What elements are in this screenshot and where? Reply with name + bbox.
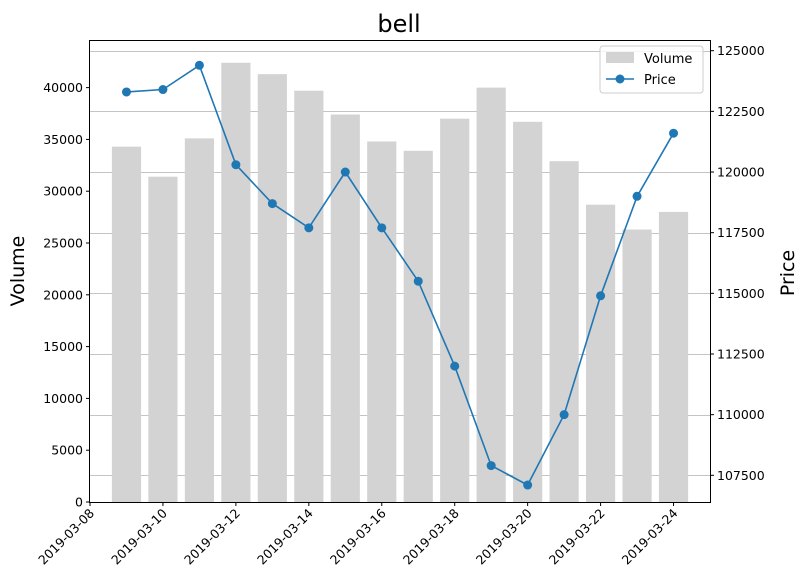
y2-tick-label: 122500: [717, 104, 765, 119]
price-marker: [377, 223, 387, 233]
volume-bar: [403, 150, 433, 503]
price-marker: [194, 60, 204, 70]
price-marker: [267, 199, 277, 209]
price-marker: [596, 291, 606, 301]
price-marker: [486, 461, 496, 471]
price-marker: [413, 276, 423, 286]
volume-bar: [111, 146, 142, 502]
y-tick-label: 0: [75, 495, 83, 510]
price-marker: [669, 128, 679, 138]
y-tick-label: 40000: [43, 80, 83, 95]
chart-title: bell: [377, 10, 420, 38]
plot-frame: [89, 40, 711, 503]
volume-bar: [440, 118, 470, 503]
y-tick-label: 10000: [43, 391, 83, 406]
volume-bar: [221, 62, 251, 502]
y-tick-label: 35000: [43, 132, 83, 147]
volume-bar: [367, 141, 397, 502]
price-marker: [158, 85, 168, 95]
y2-tick-label: 112500: [717, 346, 765, 361]
price-marker: [231, 160, 241, 170]
volume-bar: [586, 204, 616, 502]
price-marker: [121, 87, 131, 97]
volume-bar: [513, 121, 543, 502]
price-line: [126, 64, 675, 487]
y-tick-label: 5000: [51, 443, 83, 458]
volume-bar: [257, 74, 287, 502]
volume-bar: [330, 114, 360, 503]
y2-tick-label: 110000: [717, 407, 765, 422]
legend-label-volume: Volume: [644, 52, 692, 67]
y-axis-title: Volume: [7, 236, 29, 307]
volume-bar: [622, 229, 652, 502]
y-tick-label: 20000: [43, 287, 83, 302]
bar-layer: [111, 62, 689, 503]
price-marker: [632, 191, 642, 201]
y2-axis-title: Price: [777, 250, 799, 296]
volume-bar: [184, 138, 214, 503]
y2-tick-label: 125000: [717, 43, 765, 58]
y2-tick-label: 115000: [717, 286, 765, 301]
legend-swatch-price-marker: [615, 74, 625, 84]
y-tick-label: 15000: [43, 339, 83, 354]
legend-label-price: Price: [644, 73, 676, 88]
volume-bar: [148, 176, 178, 502]
legend-swatch-volume: [606, 52, 634, 63]
y2-tick-label: 120000: [717, 165, 765, 180]
price-marker: [559, 410, 569, 420]
price-marker: [523, 480, 533, 490]
price-marker: [450, 361, 460, 371]
y2-tick-label: 107500: [717, 468, 765, 483]
volume-bar: [294, 90, 324, 503]
y-tick-label: 25000: [43, 236, 83, 251]
volume-bar: [549, 161, 579, 503]
price-marker: [304, 223, 314, 233]
y-tick-label: 30000: [43, 184, 83, 199]
legend: Volume Price: [599, 45, 704, 94]
volume-bar: [476, 87, 506, 502]
volume-bar: [658, 211, 689, 502]
y2-tick-label: 117500: [717, 225, 765, 240]
line-layer: [121, 60, 679, 490]
price-marker: [340, 167, 350, 177]
